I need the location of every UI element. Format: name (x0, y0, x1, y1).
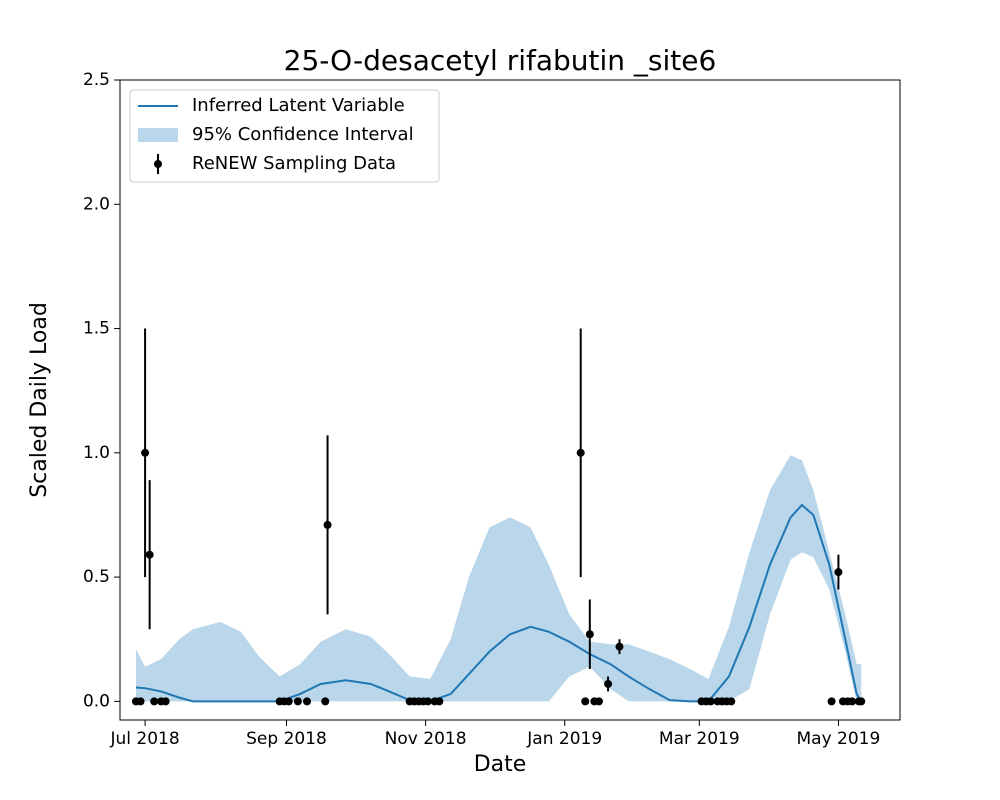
sample-point (423, 697, 432, 706)
sample-point (145, 550, 154, 559)
sample-point (576, 448, 585, 457)
x-tick-label: Mar 2019 (659, 729, 740, 749)
sample-point (284, 697, 293, 706)
sample-point (321, 697, 330, 706)
sample-point (834, 568, 843, 577)
x-tick-label: May 2019 (797, 729, 881, 749)
legend: Inferred Latent Variable 95% Confidence I… (129, 89, 440, 183)
y-axis-label: Scaled Daily Load (27, 302, 52, 498)
x-tick-label: Jul 2018 (109, 729, 179, 749)
x-tick-label: Sep 2018 (246, 729, 327, 749)
legend-patch (138, 128, 178, 142)
sample-point (323, 520, 332, 529)
sample-point (848, 697, 857, 706)
sample-point (585, 630, 594, 639)
sample-point (136, 697, 145, 706)
sample-point (827, 697, 836, 706)
sample-point (161, 697, 170, 706)
chart-title: 25-O-desacetyl rifabutin _site6 (284, 44, 717, 77)
legend-label: ReNEW Sampling Data (192, 153, 396, 174)
sample-point (594, 697, 603, 706)
y-tick-label: 2.5 (83, 70, 110, 90)
y-tick-label: 0.0 (83, 691, 110, 711)
legend-label: Inferred Latent Variable (192, 95, 405, 116)
confidence-band (135, 455, 862, 702)
x-tick-label: Jan 2019 (526, 729, 602, 749)
x-tick-label: Nov 2018 (385, 729, 467, 749)
sample-point (706, 697, 715, 706)
y-tick-label: 1.0 (83, 443, 110, 463)
latent-line (135, 503, 863, 703)
legend-marker (154, 160, 162, 168)
sample-point (303, 697, 312, 706)
y-tick-label: 1.5 (83, 319, 110, 339)
sample-point (727, 697, 736, 706)
x-axis-label: Date (474, 752, 527, 777)
sample-point (604, 679, 613, 688)
sample-point (141, 448, 150, 457)
y-tick-label: 2.0 (83, 194, 110, 214)
legend-label: 95% Confidence Interval (192, 124, 414, 145)
sample-point (857, 697, 866, 706)
sample-point (581, 697, 590, 706)
sample-point (615, 642, 624, 651)
sample-point (435, 697, 444, 706)
sample-point (293, 697, 302, 706)
legend-box (129, 89, 440, 183)
plot-area (131, 328, 866, 706)
sample-point (150, 697, 159, 706)
plot-frame (119, 79, 901, 721)
y-tick-label: 0.5 (83, 567, 110, 587)
